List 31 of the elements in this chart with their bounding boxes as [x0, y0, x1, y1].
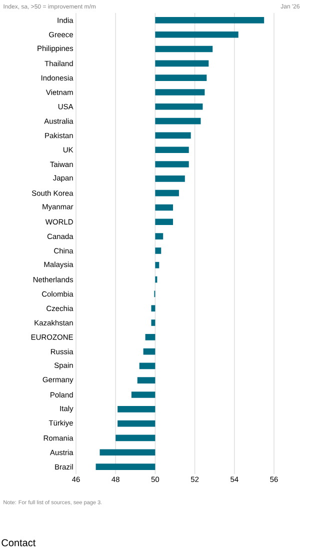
bar: [155, 103, 203, 110]
bar: [143, 348, 156, 355]
bar: [155, 204, 174, 211]
bar: [116, 434, 156, 442]
bar: [151, 320, 156, 326]
bar: [155, 17, 264, 24]
bar: [139, 362, 156, 370]
bar: [155, 161, 189, 168]
bar: [155, 60, 209, 67]
bar: [155, 89, 205, 96]
bar: [155, 233, 164, 240]
bar: [155, 46, 213, 52]
bar: [155, 74, 207, 81]
text: Contact: [2, 539, 36, 546]
bar: [155, 176, 185, 182]
bar: [118, 420, 156, 427]
bar: [155, 190, 179, 196]
bar: [137, 377, 156, 384]
bar: [100, 449, 156, 456]
bar: [155, 248, 162, 254]
bar: [145, 334, 156, 340]
bar: [155, 146, 189, 154]
bar: [155, 118, 201, 124]
bar: [155, 132, 191, 139]
bar: [96, 464, 156, 470]
bar: [151, 305, 156, 312]
bar: [155, 218, 174, 226]
bar: [155, 262, 160, 268]
bar: [155, 31, 238, 38]
bar: [131, 392, 156, 398]
bar: [118, 406, 156, 412]
